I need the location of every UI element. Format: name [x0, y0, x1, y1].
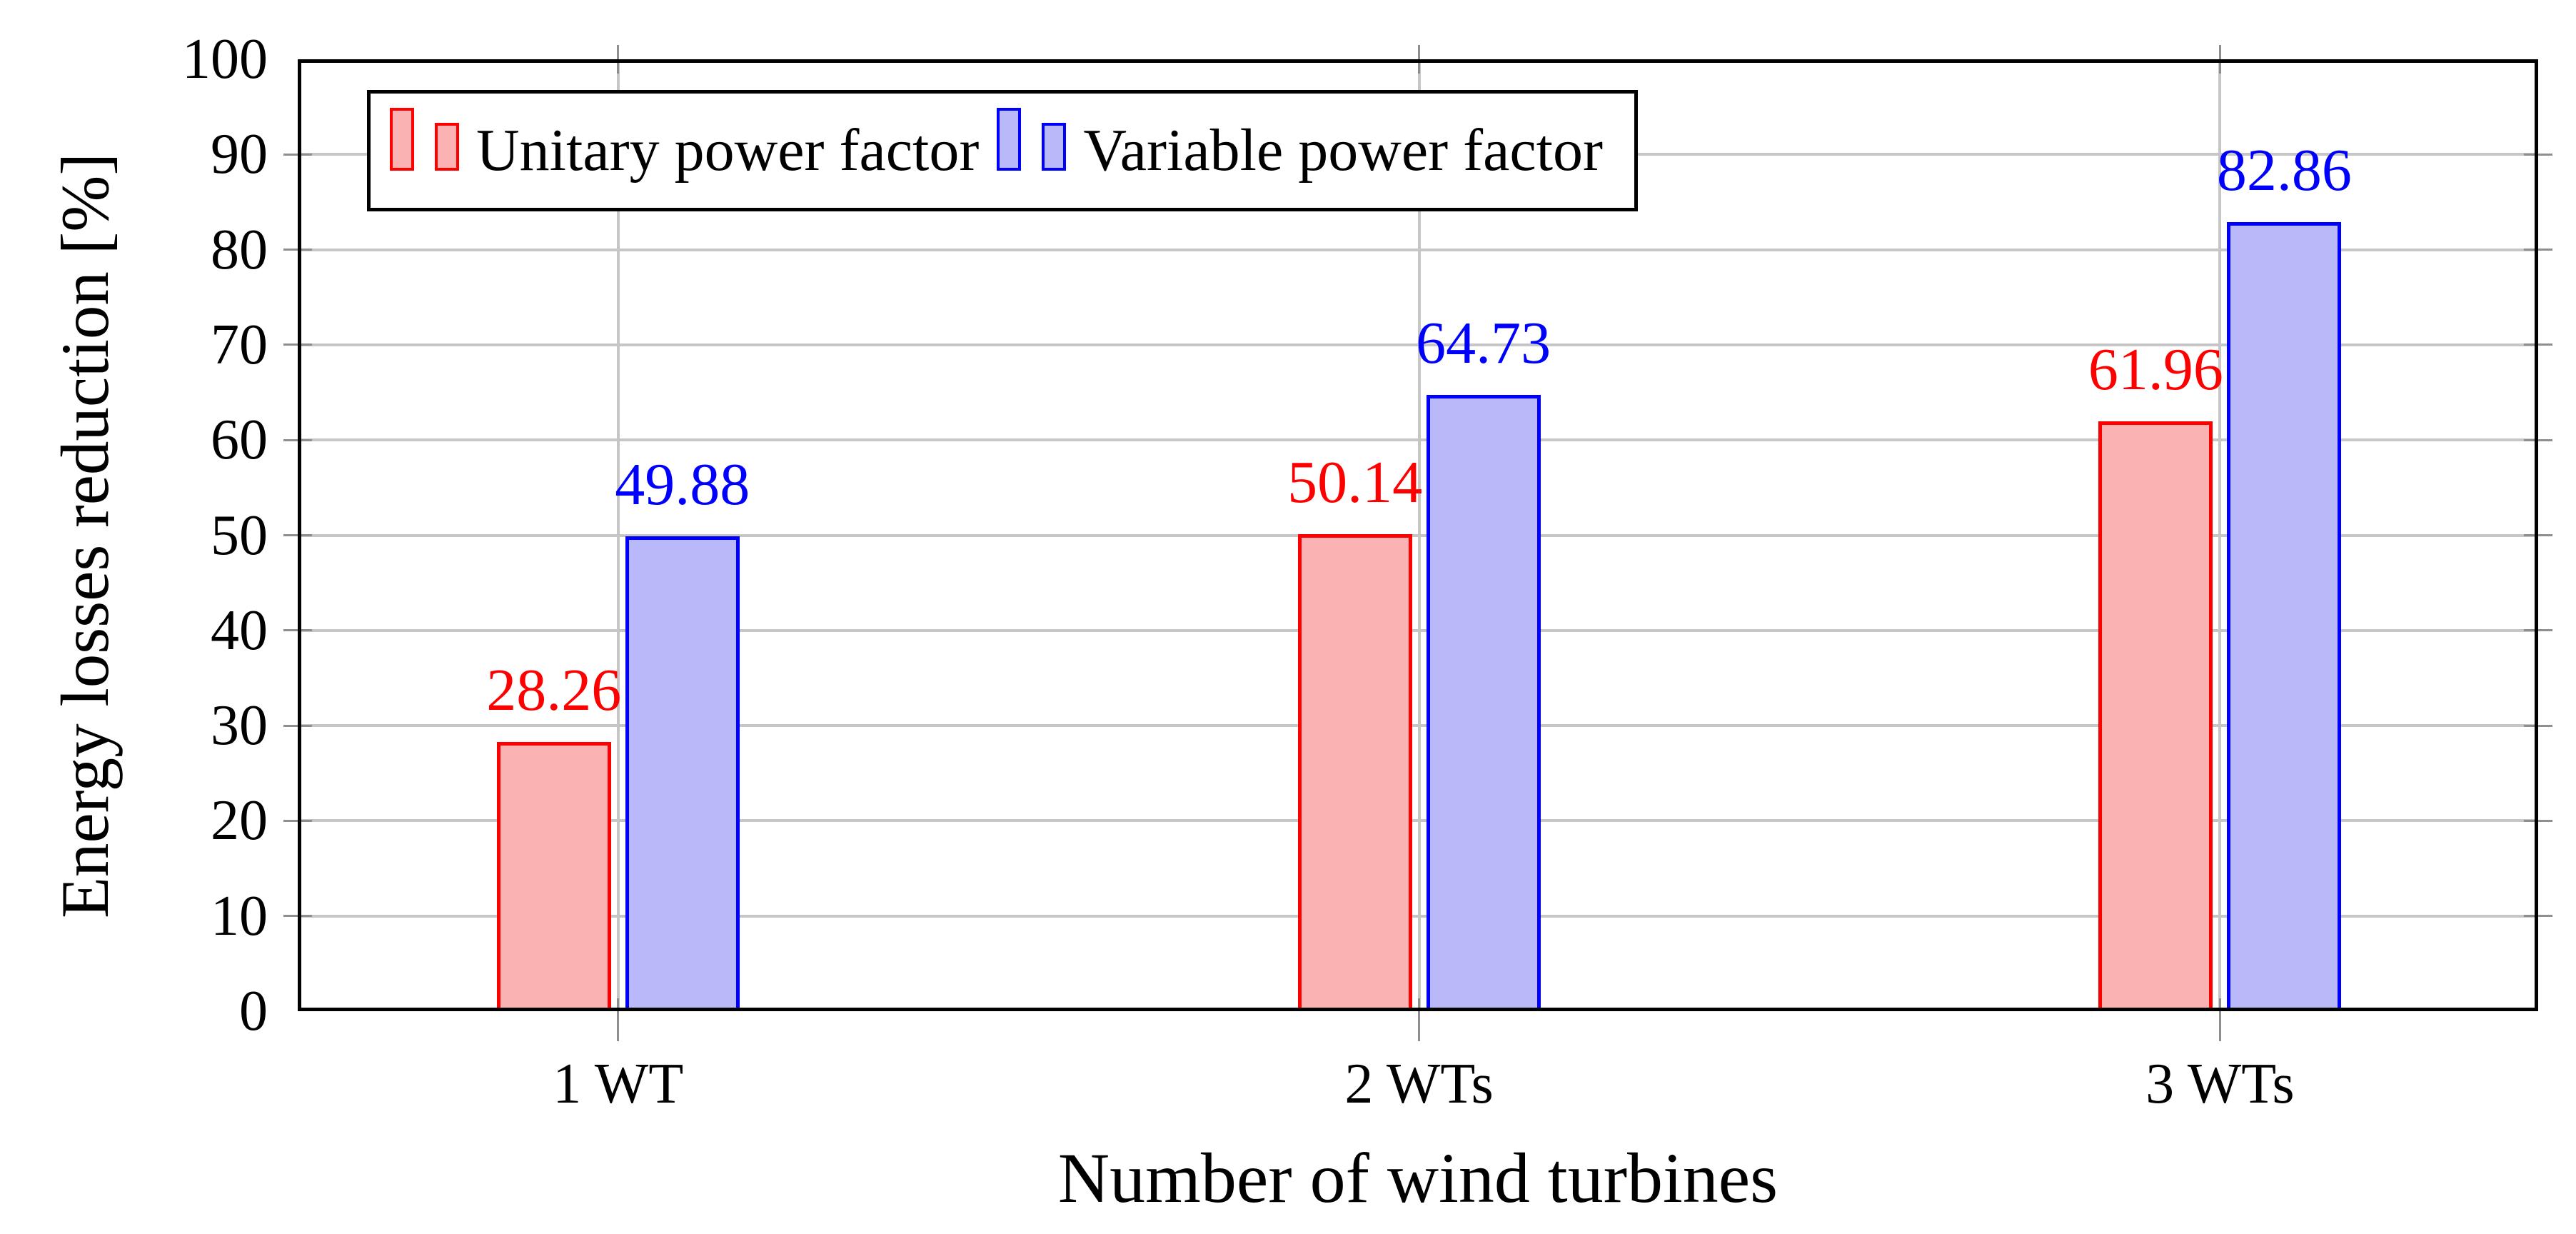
y-tickmark [283, 534, 312, 536]
value-label: 49.88 [615, 451, 750, 518]
y-tickmark [2524, 629, 2552, 632]
y-tick-label: 20 [211, 789, 268, 853]
x-tickmark [2218, 45, 2221, 74]
y-tick-label: 50 [211, 503, 268, 567]
y-tickmark [283, 153, 312, 156]
y-tick-label: 70 [211, 313, 268, 376]
bar-unitary [1297, 533, 1412, 1011]
y-tick-label: 90 [211, 123, 268, 186]
x-tickmark [1418, 998, 1421, 1041]
x-gridline [616, 59, 620, 1011]
legend-marker-bar [1042, 123, 1067, 171]
value-label: 61.96 [2088, 336, 2223, 403]
y-tick-label: 100 [182, 28, 268, 91]
legend: Unitary power factor Variable power facto… [367, 90, 1638, 211]
y-tickmark [283, 629, 312, 632]
x-gridline [2218, 59, 2222, 1011]
value-label: 82.86 [2216, 137, 2352, 204]
x-tick-label: 1 WT [553, 1053, 684, 1115]
bar-variable [1426, 395, 1541, 1011]
value-label: 64.73 [1416, 310, 1551, 377]
x-tick-label: 2 WTs [1344, 1053, 1494, 1115]
legend-bar-marker-icon [997, 108, 1067, 171]
legend-entry: Unitary power factor [390, 108, 980, 184]
legend-marker-bar [390, 108, 414, 171]
x-gridline [1417, 59, 1421, 1011]
value-label: 28.26 [486, 657, 622, 724]
y-tick-label: 0 [239, 980, 268, 1043]
legend-label: Unitary power factor [476, 117, 980, 184]
y-tickmark [2524, 153, 2552, 156]
legend-bar-marker-icon [390, 108, 459, 171]
y-tick-label: 60 [211, 408, 268, 472]
y-tick-label: 10 [211, 884, 268, 948]
bar-variable [625, 536, 740, 1011]
legend-marker-bar [435, 123, 459, 171]
y-tickmark [283, 915, 312, 918]
value-label: 50.14 [1287, 448, 1423, 516]
y-tickmark [2524, 915, 2552, 918]
bar-unitary [2098, 421, 2213, 1011]
y-tickmark [2524, 819, 2552, 822]
y-tickmark [283, 343, 312, 346]
y-tick-label: 40 [211, 598, 268, 662]
bar-unitary [496, 742, 611, 1011]
y-tickmark [283, 724, 312, 727]
y-tickmark [2524, 438, 2552, 441]
y-tickmark [283, 819, 312, 822]
legend-label: Variable power factor [1083, 117, 1603, 184]
y-axis-title: Energy losses reduction [%] [47, 153, 123, 918]
y-tick-label: 30 [211, 694, 268, 758]
x-tick-label: 3 WTs [2145, 1053, 2295, 1115]
y-tickmark [2524, 534, 2552, 536]
bar-variable [2227, 222, 2342, 1011]
y-tickmark [283, 249, 312, 251]
x-tickmark [1418, 45, 1421, 74]
y-tickmark [2524, 343, 2552, 346]
x-tickmark [617, 998, 620, 1041]
y-tickmark [283, 438, 312, 441]
legend-entry: Variable power factor [997, 108, 1603, 184]
y-tickmark [2524, 724, 2552, 727]
y-tick-label: 80 [211, 218, 268, 281]
legend-marker-bar [997, 108, 1022, 171]
x-axis-title: Number of wind turbines [1057, 1138, 1778, 1218]
x-tickmark [617, 45, 620, 74]
x-tickmark [2218, 998, 2221, 1041]
y-tickmark [2524, 249, 2552, 251]
